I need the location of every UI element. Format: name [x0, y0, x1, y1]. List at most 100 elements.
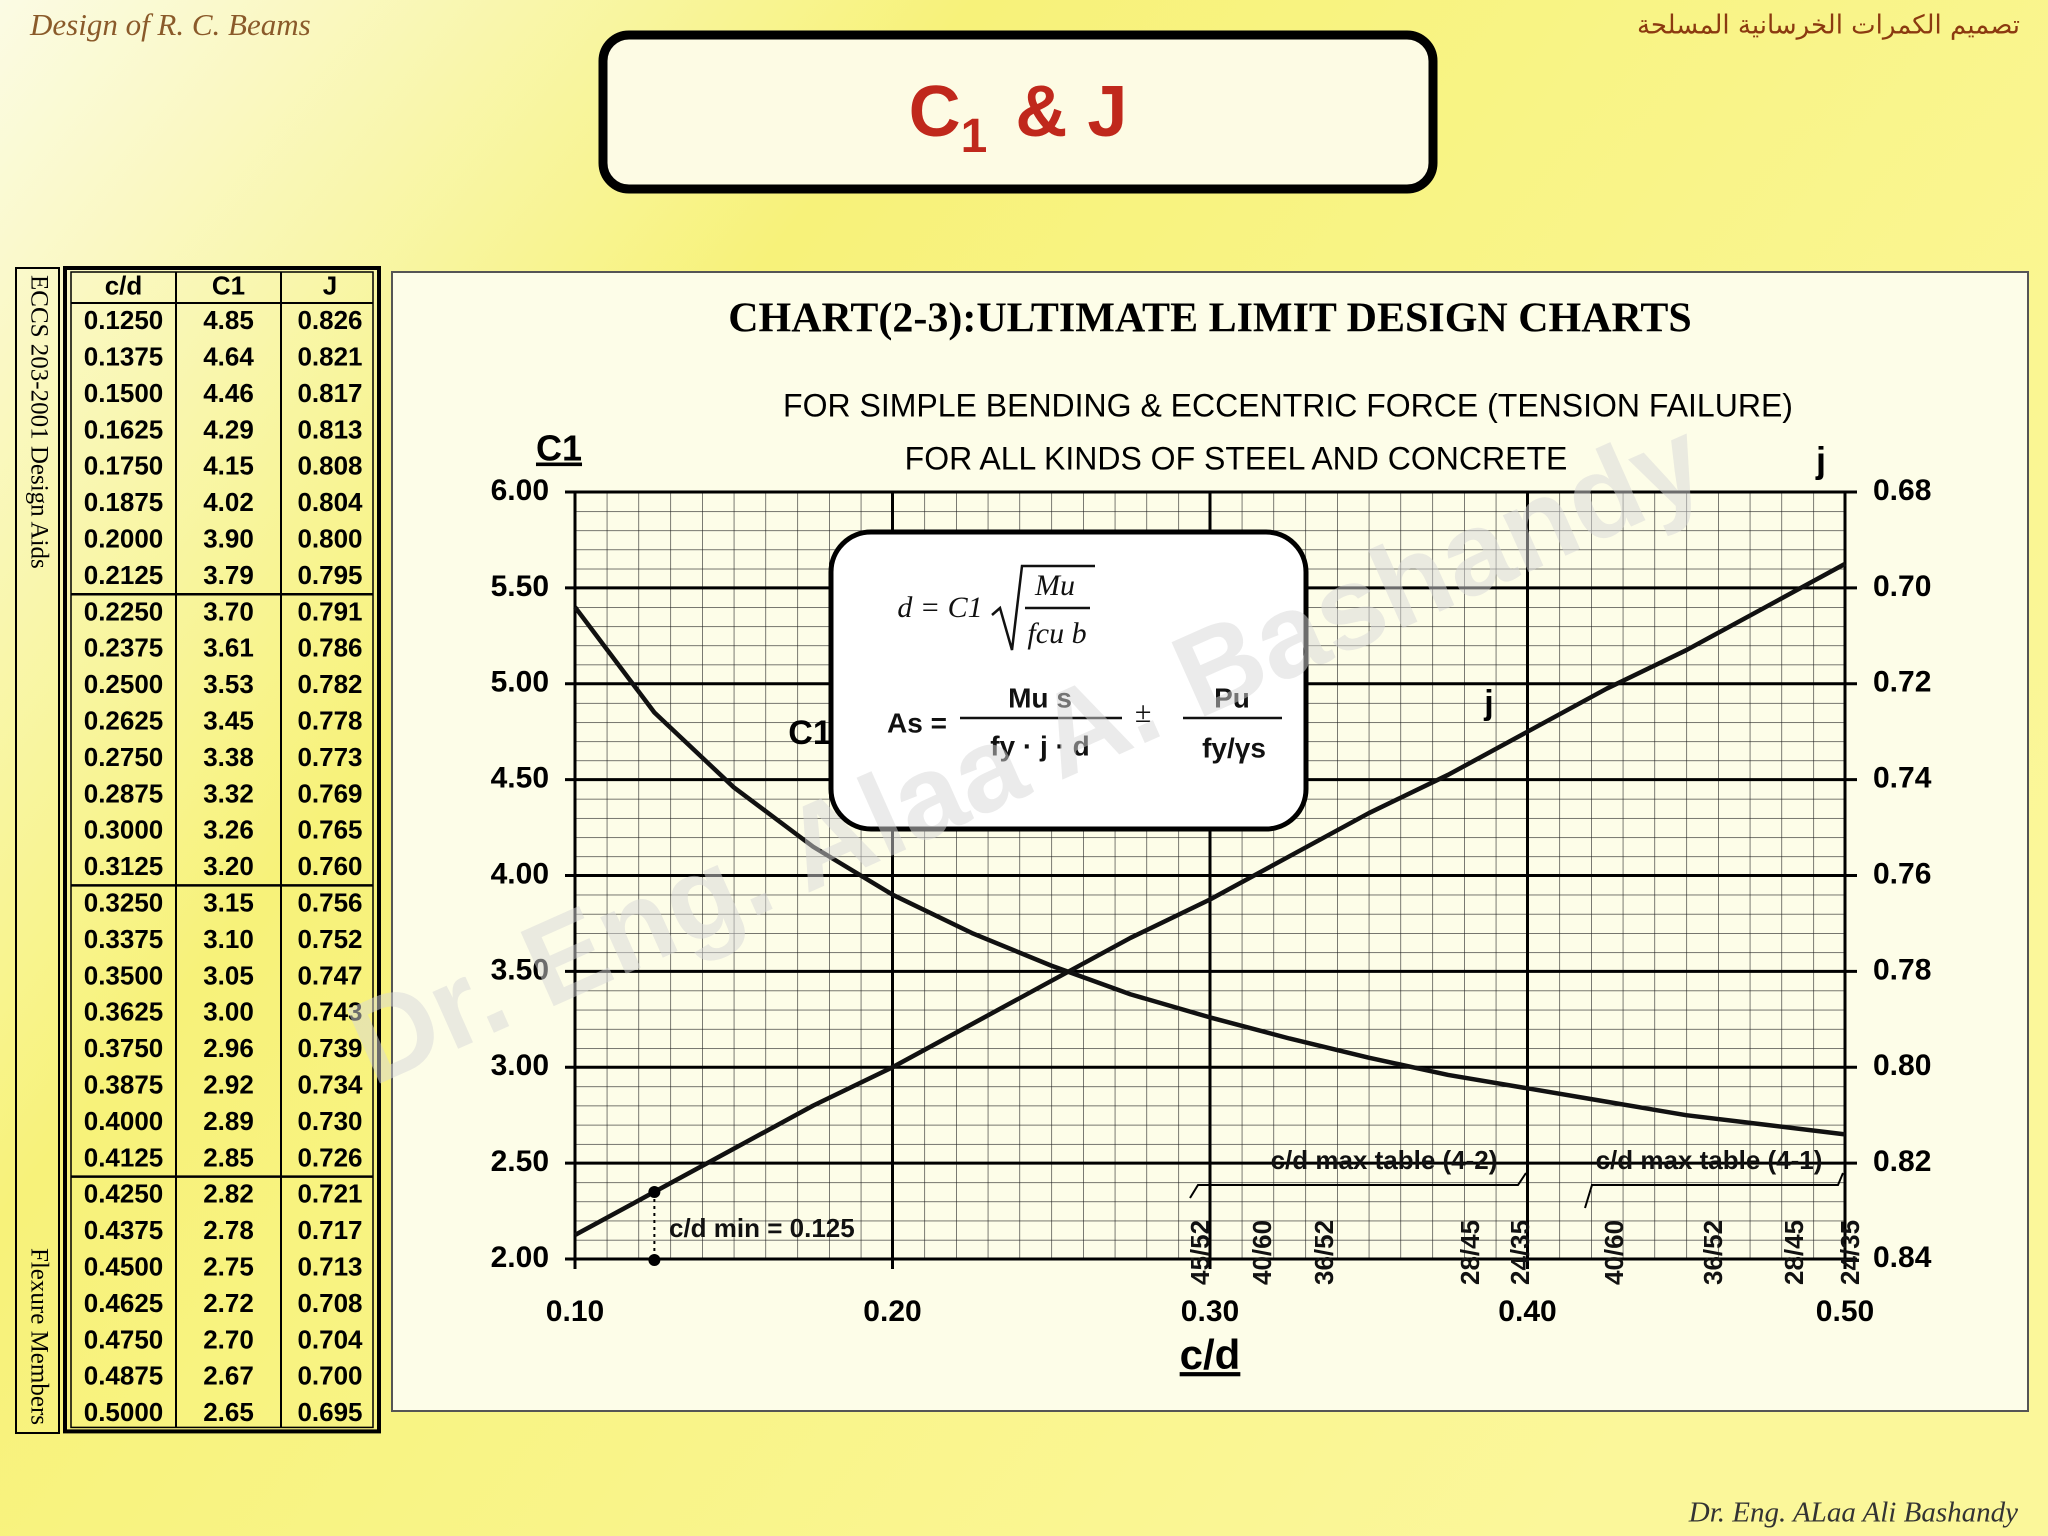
table-cell: 0.752 — [297, 924, 362, 954]
y-tick-label: 2.00 — [491, 1241, 549, 1274]
title-subscript: 1 — [961, 110, 988, 163]
table-cell: 0.713 — [297, 1251, 362, 1281]
table-cell: 0.1875 — [84, 487, 164, 517]
formula-box — [828, 529, 1309, 832]
y-tick-label: 4.00 — [491, 857, 549, 890]
cd-min-dot — [648, 1186, 661, 1198]
y-tick-label: 5.50 — [491, 570, 549, 603]
table-cell: 0.4125 — [84, 1142, 164, 1172]
table-cell: 3.20 — [203, 851, 254, 881]
table-bg — [63, 266, 381, 1434]
table-cell: 0.726 — [297, 1142, 362, 1172]
grade-label: 28/45 — [1779, 1220, 1809, 1285]
table-cell: 0.2375 — [84, 633, 164, 663]
table-cell: 2.89 — [203, 1106, 254, 1136]
table-cell: 0.5000 — [84, 1397, 164, 1427]
table-cell: 0.821 — [297, 341, 362, 371]
grade-label: 40/60 — [1599, 1220, 1629, 1285]
series-label: C1 — [788, 714, 831, 752]
table-cell: 0.730 — [297, 1106, 362, 1136]
table-cell: 0.786 — [297, 633, 362, 663]
cd-min-label: c/d min = 0.125 — [669, 1213, 855, 1243]
table-cell: 0.1250 — [84, 305, 164, 335]
title-symbol: C — [909, 72, 961, 152]
y-tick-label: 3.00 — [491, 1049, 549, 1082]
title-box — [598, 30, 1438, 194]
y2-tick-label: 0.84 — [1873, 1241, 1932, 1274]
y2-tick-label: 0.76 — [1873, 857, 1931, 890]
y2-tick-label: 0.82 — [1873, 1145, 1931, 1178]
series-label: j — [1483, 684, 1493, 722]
table-cell: 2.92 — [203, 1069, 254, 1099]
table-cell: 4.85 — [203, 305, 254, 335]
footer: Dr. Eng. ALaa Ali Bashandy — [1688, 1497, 2018, 1529]
table-inner — [70, 271, 374, 1429]
formula-text: d = C1 — [897, 591, 982, 624]
table-cell: 3.26 — [203, 815, 254, 845]
table-cell: 0.708 — [297, 1288, 362, 1318]
table-cell: 0.760 — [297, 851, 362, 881]
x-tick-label: 0.30 — [1181, 1295, 1239, 1328]
y2-tick-label: 0.74 — [1873, 762, 1932, 795]
table-cell: 0.4000 — [84, 1106, 164, 1136]
y2-axis-label: j — [1815, 440, 1826, 481]
table-cell: 0.2875 — [84, 778, 164, 808]
sqrt-sign — [991, 564, 1095, 651]
table-cell: 3.90 — [203, 523, 254, 553]
grade-label: 28/45 — [1455, 1220, 1485, 1285]
table-cell: 0.3750 — [84, 1033, 164, 1063]
table-header: C1 — [212, 270, 245, 300]
table-cell: 0.3500 — [84, 960, 164, 990]
y2-tick-label: 0.70 — [1873, 570, 1931, 603]
table-cell: 2.75 — [203, 1251, 254, 1281]
side-strip — [15, 267, 60, 1434]
series-line — [573, 605, 1846, 1137]
y-tick-label: 4.50 — [491, 762, 549, 795]
table-cell: 0.2125 — [84, 560, 164, 590]
x-tick-label: 0.50 — [1816, 1295, 1874, 1328]
table-cell: 0.773 — [297, 742, 362, 772]
table-cell: 0.4625 — [84, 1288, 164, 1318]
table-cell: 4.29 — [203, 414, 254, 444]
formula-text: Mu — [1034, 569, 1075, 602]
header-right: تصميم الكمرات الخرسانية المسلحة — [1637, 11, 2020, 41]
formula-text: fcu b — [1027, 617, 1086, 650]
table-cell: 0.1625 — [84, 414, 164, 444]
table-cell: 0.4500 — [84, 1251, 164, 1281]
table-cell: 0.4875 — [84, 1361, 164, 1391]
table-cell: 0.3125 — [84, 851, 164, 881]
grade-label: 40/60 — [1247, 1220, 1277, 1285]
bracket — [1189, 1172, 1527, 1199]
table-cell: 0.1375 — [84, 341, 164, 371]
table-cell: 3.61 — [203, 633, 254, 663]
table-cell: 2.82 — [203, 1179, 254, 1209]
x-tick-label: 0.10 — [546, 1295, 604, 1328]
table-cell: 0.817 — [297, 378, 362, 408]
cd-max-label: c/d max table (4-1) — [1596, 1145, 1823, 1175]
bracket — [1584, 1172, 1844, 1209]
title-rest: & J — [1015, 72, 1127, 152]
table-cell: 0.769 — [297, 778, 362, 808]
grade-label: 45/52 — [1185, 1220, 1215, 1285]
table-cell: 0.2625 — [84, 705, 164, 735]
table-cell: 3.38 — [203, 742, 254, 772]
table-cell: 0.3250 — [84, 887, 164, 917]
table-cell: 2.67 — [203, 1361, 254, 1391]
y2-tick-label: 0.80 — [1873, 1049, 1931, 1082]
table-cell: 0.795 — [297, 560, 362, 590]
formula-text: fy · j · d — [990, 730, 1090, 761]
x-tick-label: 0.20 — [863, 1295, 921, 1328]
header-left: Design of R. C. Beams — [29, 7, 311, 42]
table-cell: 3.79 — [203, 560, 254, 590]
chart-subtitle: FOR SIMPLE BENDING & ECCENTRIC FORCE (TE… — [783, 387, 1793, 423]
table-cell: 3.10 — [203, 924, 254, 954]
table-cell: 3.32 — [203, 778, 254, 808]
table-cell: 0.721 — [297, 1179, 362, 1209]
table-cell: 2.65 — [203, 1397, 254, 1427]
table-cell: 0.1750 — [84, 451, 164, 481]
table-cell: 2.96 — [203, 1033, 254, 1063]
y-tick-label: 2.50 — [491, 1145, 549, 1178]
table-cell: 0.2500 — [84, 669, 164, 699]
